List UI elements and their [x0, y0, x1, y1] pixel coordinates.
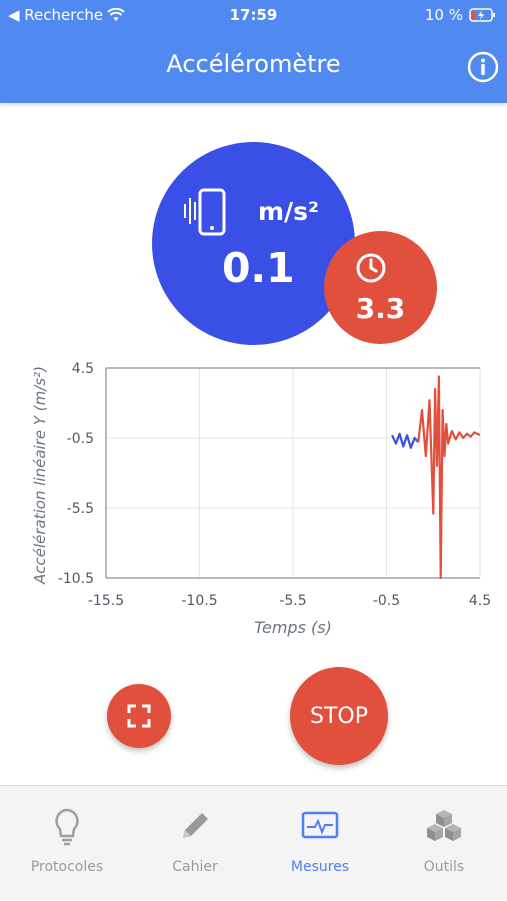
page-title: Accéléromètre [166, 50, 341, 78]
battery-charging-icon [469, 8, 495, 22]
cubes-icon [427, 810, 461, 841]
battery-status: 10 % [425, 6, 497, 24]
fullscreen-icon [127, 704, 151, 728]
wifi-icon [107, 8, 125, 21]
stop-button[interactable]: STOP [290, 667, 388, 765]
status-bar: ◀ Recherche 17:59 10 % [0, 0, 507, 30]
clock-icon [356, 253, 386, 283]
back-to-search[interactable]: ◀ Recherche [8, 6, 125, 24]
tab-outils[interactable]: Outils [381, 786, 507, 901]
status-time: 17:59 [229, 6, 278, 24]
x-axis-title: Temps (s) [254, 618, 332, 637]
timer-value: 3.3 [355, 292, 406, 325]
gauge-value: 0.1 [222, 244, 295, 292]
x-tick-label: -15.5 [88, 593, 124, 609]
x-tick-label: -10.5 [181, 593, 217, 609]
series-line-0 [391, 432, 420, 449]
y-tick-label: 4.5 [72, 361, 94, 377]
acceleration-gauge [152, 142, 355, 345]
tab-label: Mesures [290, 859, 350, 875]
pencil-icon [183, 813, 208, 838]
tab-cahier[interactable]: Cahier [132, 786, 258, 901]
info-icon[interactable] [467, 51, 499, 83]
lightbulb-icon [55, 808, 79, 846]
y-tick-label: -0.5 [67, 431, 94, 447]
y-tick-label: -10.5 [58, 571, 94, 587]
y-axis-title: Accélération linéaire Y (m/s²) [31, 366, 49, 585]
tab-label: Cahier [172, 859, 218, 875]
tab-bar: Protocoles Cahier Mesures Outils [0, 785, 507, 900]
tab-mesures[interactable]: Mesures [257, 786, 383, 901]
acceleration-chart: -15.5 -10.5 -5.5 -0.5 4.5 4.5 -0.5 -5.5 -10.5 Tem… [31, 361, 491, 637]
y-tick-label: -5.5 [67, 501, 94, 517]
monitor-wave-icon [301, 811, 339, 839]
x-tick-label: -0.5 [373, 593, 400, 609]
series-line-1 [417, 375, 481, 580]
x-tick-label: -5.5 [279, 593, 306, 609]
x-tick-label: 4.5 [469, 593, 491, 609]
tab-label: Protocoles [30, 859, 104, 875]
battery-percent: 10 % [424, 6, 463, 24]
app-header: Accéléromètre [0, 30, 507, 103]
back-label: ◀ Recherche [8, 6, 104, 24]
timer-badge [324, 231, 437, 344]
tab-protocoles[interactable]: Protocoles [4, 786, 130, 901]
tab-label: Outils [423, 859, 465, 875]
fullscreen-button[interactable] [107, 684, 171, 748]
gauge-unit: m/s² [258, 197, 320, 226]
phone-vibration-icon [184, 188, 226, 236]
